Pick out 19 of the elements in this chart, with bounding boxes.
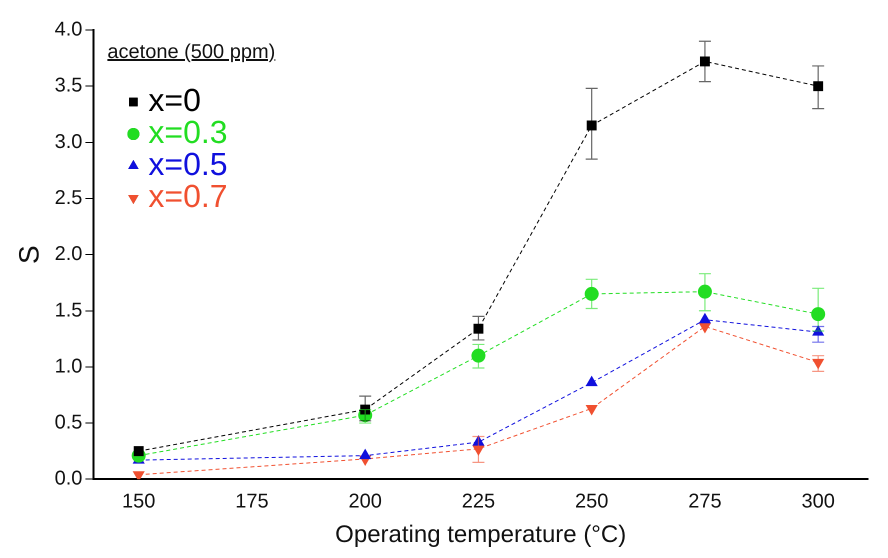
x-tick-label: 225 [462,490,496,513]
y-axis-title: S [14,245,45,264]
y-tick-label: 3.0 [54,130,82,153]
y-tick-label: 4.0 [54,18,82,41]
y-tick-label: 1.5 [54,299,82,322]
x-tick-label: 275 [688,490,722,513]
y-tick-label: 3.5 [54,74,82,97]
annotation: acetone (500 ppm) [107,40,276,65]
x-tick-label: 150 [122,490,156,513]
y-tick-label: 1.0 [54,355,82,378]
x-tick-label: 250 [574,490,608,513]
x-tick-label: 175 [235,490,269,513]
y-tick-label: 2.0 [54,243,82,266]
x-tick-label: 200 [348,490,382,513]
y-tick-label: 0.0 [54,468,82,490]
x-tick-label: 300 [801,490,835,513]
y-tick-label: 2.5 [54,186,82,209]
y-tick-label: 0.5 [54,412,82,434]
x-axis-title: Operating temperature (°C) [335,521,626,548]
